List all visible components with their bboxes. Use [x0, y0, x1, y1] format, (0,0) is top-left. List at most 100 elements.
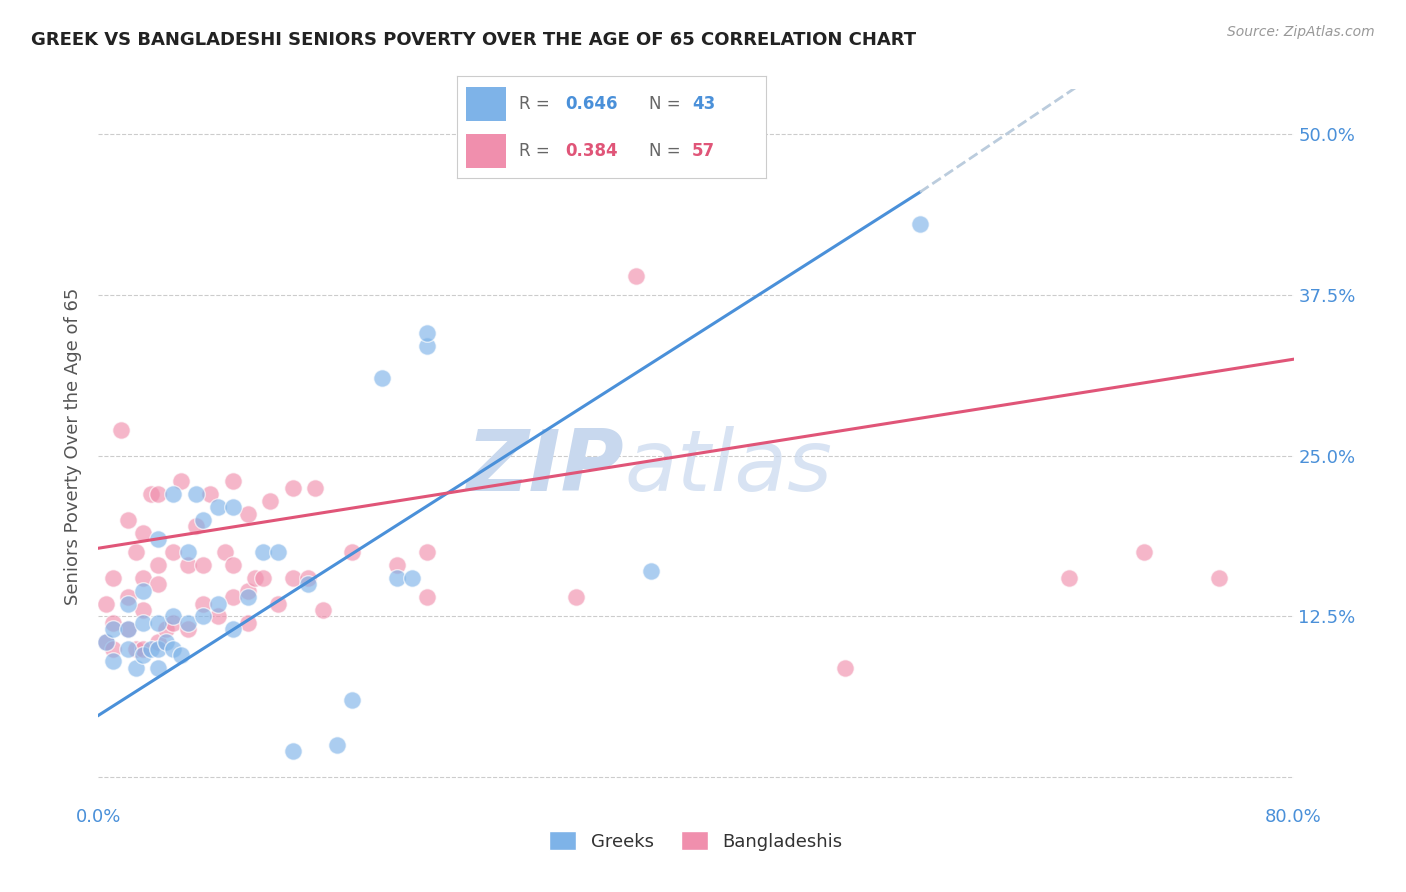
- Point: [281, 744, 304, 758]
- Point: [155, 635, 177, 649]
- Point: [200, 487, 222, 501]
- Point: [103, 641, 125, 656]
- Point: [177, 545, 200, 559]
- Point: [125, 661, 148, 675]
- Text: 57: 57: [692, 142, 716, 160]
- Point: [132, 583, 155, 598]
- Point: [117, 597, 139, 611]
- Point: [222, 622, 245, 636]
- Point: [416, 326, 439, 341]
- Point: [184, 487, 207, 501]
- Point: [281, 571, 304, 585]
- Point: [177, 622, 200, 636]
- Point: [326, 738, 349, 752]
- Point: [342, 693, 364, 707]
- Point: [117, 641, 139, 656]
- Text: R =: R =: [519, 142, 555, 160]
- Point: [162, 615, 184, 630]
- Point: [385, 571, 409, 585]
- Text: 0.646: 0.646: [565, 95, 617, 113]
- Point: [125, 545, 148, 559]
- Point: [148, 641, 170, 656]
- Text: ZIP: ZIP: [467, 425, 624, 509]
- Point: [252, 571, 274, 585]
- Point: [236, 590, 259, 604]
- Bar: [467, 135, 506, 168]
- Text: N =: N =: [648, 142, 686, 160]
- Point: [640, 565, 662, 579]
- Point: [626, 268, 648, 283]
- Point: [117, 513, 139, 527]
- Point: [139, 487, 162, 501]
- Point: [1133, 545, 1156, 559]
- Point: [132, 525, 155, 540]
- Point: [908, 217, 931, 231]
- Point: [191, 558, 214, 572]
- Point: [132, 615, 155, 630]
- Point: [222, 475, 245, 489]
- Text: 43: 43: [692, 95, 716, 113]
- Point: [103, 622, 125, 636]
- Point: [162, 545, 184, 559]
- Point: [155, 622, 177, 636]
- Point: [103, 571, 125, 585]
- Point: [148, 533, 170, 547]
- Point: [252, 545, 274, 559]
- Point: [281, 481, 304, 495]
- Point: [148, 558, 170, 572]
- Point: [132, 603, 155, 617]
- Bar: [467, 87, 506, 121]
- Point: [132, 571, 155, 585]
- Point: [385, 558, 409, 572]
- Point: [162, 609, 184, 624]
- Point: [565, 590, 588, 604]
- Point: [169, 475, 191, 489]
- Point: [132, 641, 155, 656]
- Point: [148, 487, 170, 501]
- Point: [1059, 571, 1081, 585]
- Point: [177, 558, 200, 572]
- Point: [148, 661, 170, 675]
- Point: [110, 423, 132, 437]
- Point: [184, 519, 207, 533]
- Point: [214, 545, 236, 559]
- Text: Source: ZipAtlas.com: Source: ZipAtlas.com: [1227, 25, 1375, 39]
- Point: [222, 558, 245, 572]
- Point: [245, 571, 267, 585]
- Point: [834, 661, 856, 675]
- Point: [125, 641, 148, 656]
- Text: N =: N =: [648, 95, 686, 113]
- Point: [371, 371, 394, 385]
- Point: [207, 609, 229, 624]
- Point: [139, 641, 162, 656]
- Point: [117, 622, 139, 636]
- Point: [222, 590, 245, 604]
- Point: [94, 635, 117, 649]
- Point: [207, 597, 229, 611]
- Point: [177, 615, 200, 630]
- Point: [191, 513, 214, 527]
- Point: [297, 577, 319, 591]
- Point: [1208, 571, 1230, 585]
- Point: [103, 654, 125, 668]
- Point: [94, 635, 117, 649]
- Point: [267, 545, 290, 559]
- Point: [191, 597, 214, 611]
- Point: [148, 577, 170, 591]
- Point: [222, 500, 245, 514]
- Point: [94, 597, 117, 611]
- Point: [207, 500, 229, 514]
- Point: [342, 545, 364, 559]
- Point: [311, 603, 333, 617]
- Point: [117, 590, 139, 604]
- Point: [236, 615, 259, 630]
- Point: [267, 597, 290, 611]
- Point: [401, 571, 423, 585]
- Point: [236, 583, 259, 598]
- Text: atlas: atlas: [624, 425, 832, 509]
- Text: 0.384: 0.384: [565, 142, 617, 160]
- Point: [236, 507, 259, 521]
- Point: [148, 615, 170, 630]
- Point: [148, 635, 170, 649]
- Point: [416, 545, 439, 559]
